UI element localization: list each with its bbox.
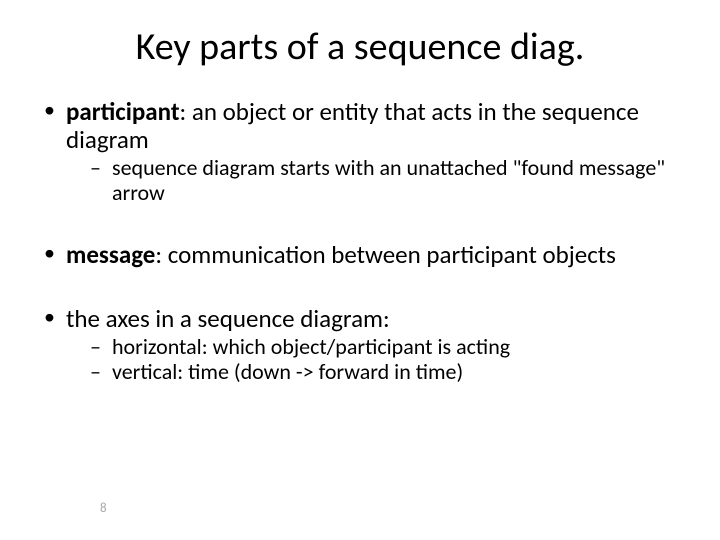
- term-message: message: [66, 239, 155, 270]
- spacer: [40, 275, 680, 305]
- spacer: [40, 211, 680, 241]
- desc-message: : communication between participant obje…: [155, 239, 616, 270]
- sub-vertical: vertical: time (down -> forward in time): [90, 360, 680, 385]
- bullet-list: participant: an object or entity that ac…: [40, 98, 680, 205]
- desc-axes: the axes in a sequence diagram:: [66, 303, 390, 334]
- sublist-axes: horizontal: which object/participant is …: [66, 335, 680, 384]
- bullet-list: message: communication between participa…: [40, 241, 680, 269]
- sublist-participant: sequence diagram starts with an unattach…: [66, 156, 680, 205]
- term-participant: participant: [66, 96, 180, 127]
- bullet-participant: participant: an object or entity that ac…: [40, 98, 680, 205]
- bullet-list: the axes in a sequence diagram: horizont…: [40, 305, 680, 384]
- slide-container: Key parts of a sequence diag. participan…: [0, 0, 720, 540]
- bullet-axes: the axes in a sequence diagram: horizont…: [40, 305, 680, 384]
- slide-title: Key parts of a sequence diag.: [40, 24, 680, 70]
- page-number: 8: [100, 501, 107, 516]
- sub-horizontal: horizontal: which object/participant is …: [90, 335, 680, 360]
- bullet-message: message: communication between participa…: [40, 241, 680, 269]
- sub-found-message: sequence diagram starts with an unattach…: [90, 156, 680, 205]
